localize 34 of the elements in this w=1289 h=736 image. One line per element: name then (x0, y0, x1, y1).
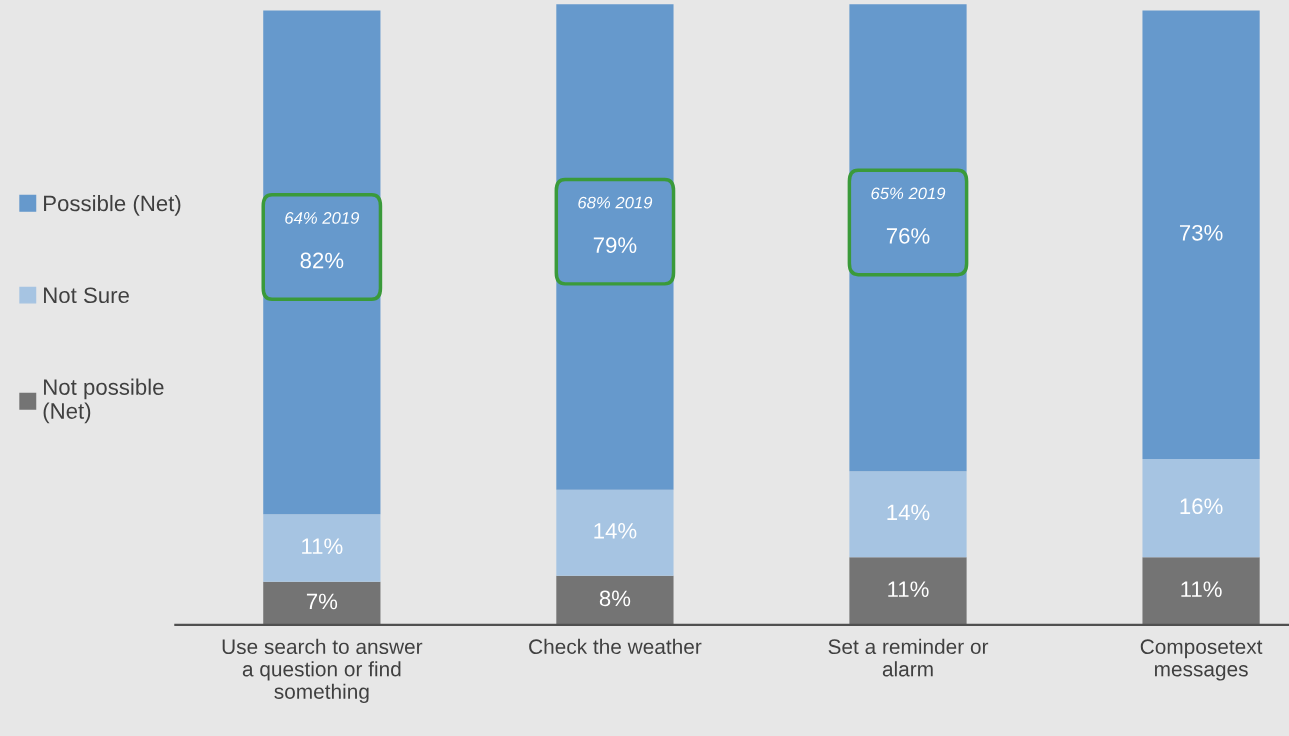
bar (1142, 10, 1260, 459)
annotation: 65% 2019 (871, 187, 946, 200)
data-label: 79% (593, 237, 637, 253)
data-label: 11% (888, 581, 929, 597)
data-label: 14% (594, 523, 637, 539)
bar (263, 514, 381, 582)
x-tick-label: Set a reminder or alarm (828, 638, 989, 677)
data-label: 11% (1181, 581, 1222, 597)
x-tick-label: Composetext messages (1140, 639, 1263, 681)
legend-label: Not possible (Net) (43, 378, 164, 424)
bar (849, 4, 967, 472)
x-tick-label: Use search to answer a question or find something (222, 638, 423, 704)
bar (556, 4, 674, 490)
bar (263, 10, 381, 515)
bar (849, 471, 967, 558)
annotation: 64% 2019 (285, 212, 360, 224)
bar (556, 489, 674, 576)
legend-label: Not Sure (44, 287, 129, 304)
data-label: 82% (300, 252, 344, 269)
data-label: 14% (887, 504, 930, 521)
data-label: 76% (886, 228, 930, 244)
bar (263, 581, 381, 625)
x-tick-label: Check the weather (529, 638, 702, 655)
data-label: 16% (1180, 498, 1223, 515)
bar (556, 575, 674, 625)
annotation: 68% 2019 (578, 196, 653, 209)
data-label: 11% (302, 538, 343, 554)
data-label: 7% (306, 593, 338, 610)
legend-label: Possible (Net) (44, 194, 181, 216)
data-label: 73% (1179, 224, 1223, 241)
bar (1142, 557, 1260, 625)
data-label: 8% (599, 590, 631, 607)
bar (849, 557, 967, 625)
bar (1142, 458, 1260, 558)
